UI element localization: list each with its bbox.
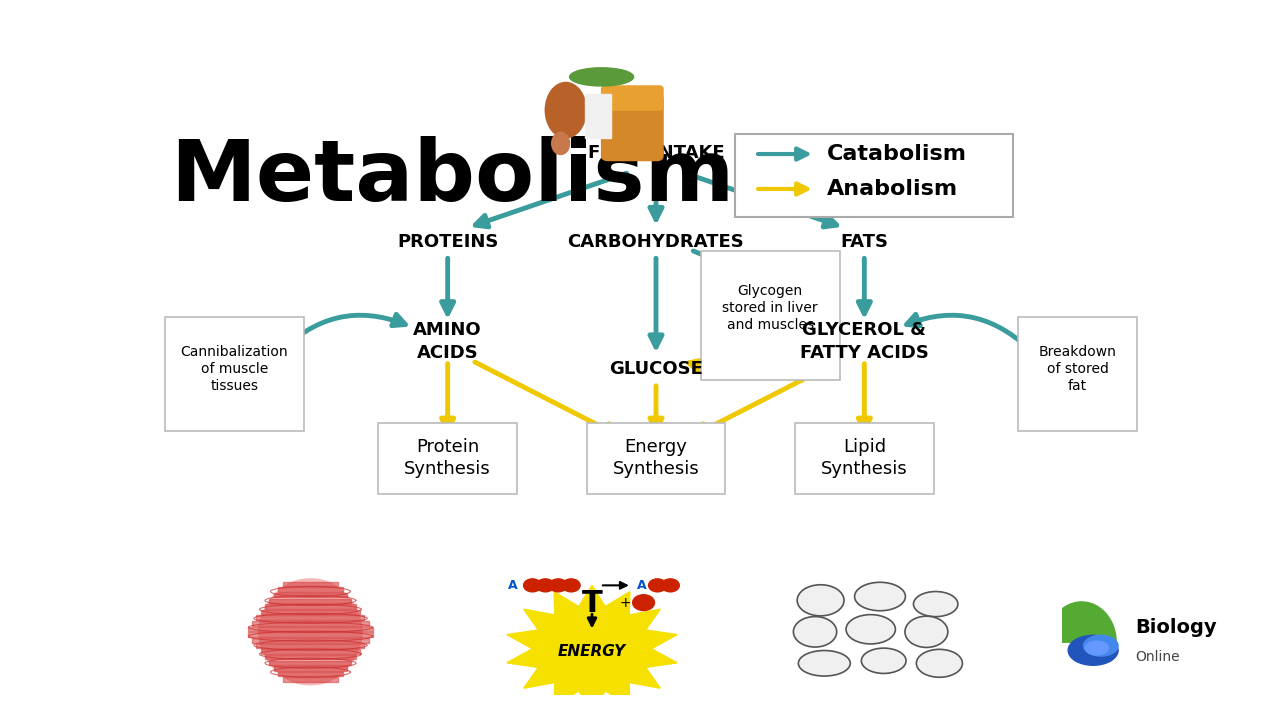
Text: T: T <box>581 589 603 618</box>
Polygon shape <box>507 585 677 712</box>
FancyBboxPatch shape <box>602 95 663 161</box>
Text: A: A <box>636 579 646 592</box>
Ellipse shape <box>905 616 948 647</box>
FancyBboxPatch shape <box>586 423 726 494</box>
Ellipse shape <box>794 616 837 647</box>
Circle shape <box>662 579 680 592</box>
Circle shape <box>1085 641 1108 655</box>
Ellipse shape <box>914 592 957 616</box>
Text: AMINO
ACIDS: AMINO ACIDS <box>413 321 483 361</box>
Text: Online: Online <box>1135 650 1180 665</box>
Text: Biology: Biology <box>1135 618 1217 636</box>
Text: Cannibalization
of muscle
tissues: Cannibalization of muscle tissues <box>180 345 288 393</box>
Ellipse shape <box>861 648 906 673</box>
Text: PROTEINS: PROTEINS <box>397 233 498 251</box>
Text: CARBOHYDRATES: CARBOHYDRATES <box>567 233 745 251</box>
Ellipse shape <box>846 615 896 644</box>
Polygon shape <box>259 579 362 685</box>
Circle shape <box>1068 635 1119 665</box>
Circle shape <box>649 579 667 592</box>
Text: A: A <box>508 579 517 592</box>
FancyBboxPatch shape <box>1018 318 1137 431</box>
Circle shape <box>562 579 580 592</box>
Text: GLUCOSE: GLUCOSE <box>609 360 703 378</box>
FancyBboxPatch shape <box>602 86 663 110</box>
Circle shape <box>524 579 541 592</box>
Text: FATS: FATS <box>840 233 888 251</box>
Text: Breakdown
of stored
fat: Breakdown of stored fat <box>1038 345 1116 393</box>
Ellipse shape <box>552 132 570 155</box>
Text: ENERGY: ENERGY <box>558 644 626 659</box>
Text: +: + <box>620 595 631 610</box>
Text: Glycogen
stored in liver
and muscles: Glycogen stored in liver and muscles <box>722 284 818 333</box>
Circle shape <box>632 595 654 611</box>
Circle shape <box>1083 635 1119 656</box>
Ellipse shape <box>916 649 963 678</box>
Circle shape <box>536 579 554 592</box>
FancyBboxPatch shape <box>165 318 303 431</box>
Text: Lipid
Synthesis: Lipid Synthesis <box>820 438 908 478</box>
Circle shape <box>549 579 567 592</box>
Text: Anabolism: Anabolism <box>827 179 957 199</box>
FancyBboxPatch shape <box>379 423 517 494</box>
Ellipse shape <box>797 585 844 616</box>
Ellipse shape <box>799 651 850 676</box>
Text: GLYCEROL &
FATTY ACIDS: GLYCEROL & FATTY ACIDS <box>800 321 929 361</box>
FancyBboxPatch shape <box>585 94 611 138</box>
Text: Catabolism: Catabolism <box>827 144 966 164</box>
FancyBboxPatch shape <box>795 423 934 494</box>
Ellipse shape <box>545 82 586 138</box>
Polygon shape <box>1047 602 1116 642</box>
Ellipse shape <box>855 582 905 611</box>
FancyBboxPatch shape <box>700 251 840 379</box>
Text: FOOD INTAKE: FOOD INTAKE <box>588 144 724 162</box>
Text: Energy
Synthesis: Energy Synthesis <box>613 438 699 478</box>
Ellipse shape <box>570 68 634 86</box>
Text: Protein
Synthesis: Protein Synthesis <box>404 438 492 478</box>
FancyBboxPatch shape <box>735 133 1014 217</box>
Text: Metabolism: Metabolism <box>170 136 735 220</box>
